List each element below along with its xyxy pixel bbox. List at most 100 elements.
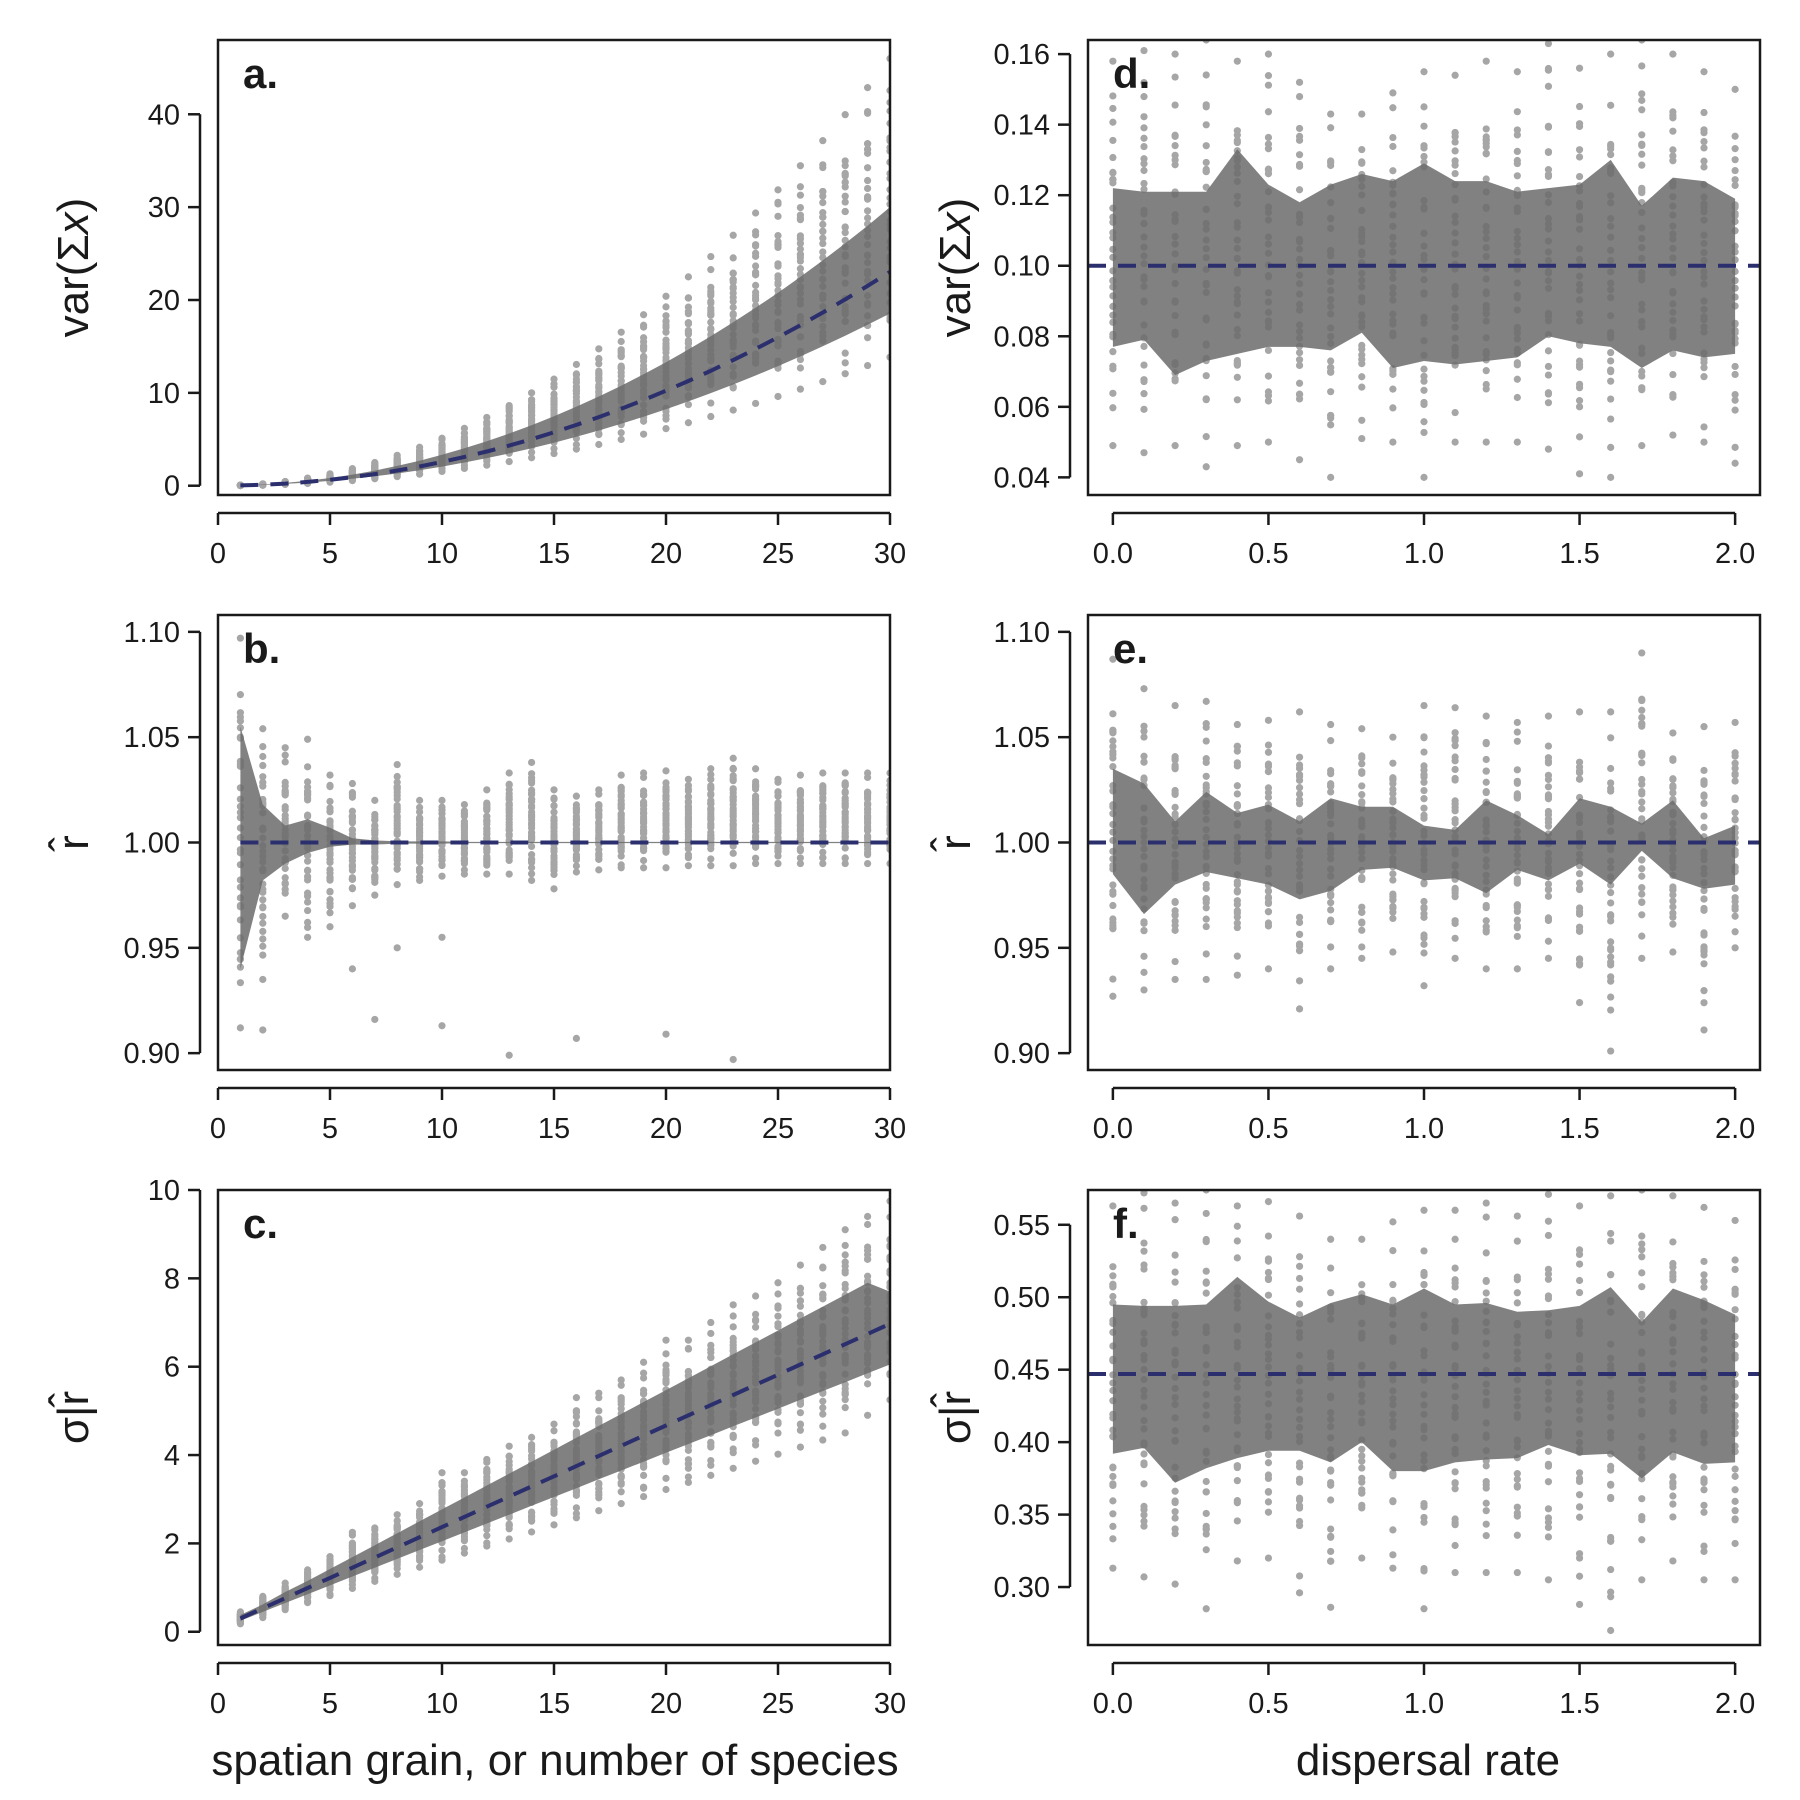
scatter-point <box>1544 445 1553 453</box>
scatter-point <box>1638 872 1646 880</box>
scatter-point <box>707 399 715 407</box>
scatter-point <box>528 876 536 885</box>
scatter-point <box>236 691 244 699</box>
scatter-point <box>572 1491 581 1499</box>
scatter-point <box>1544 148 1553 157</box>
scatter-point <box>707 855 715 863</box>
scatter-point <box>550 794 558 802</box>
scatter-point <box>1327 788 1335 796</box>
scatter-point <box>1607 348 1615 357</box>
scatter-point <box>1264 1554 1273 1562</box>
scatter-point <box>1202 784 1210 792</box>
x-tick-label: 1.0 <box>1404 538 1444 570</box>
x-tick-label: 25 <box>762 1113 794 1145</box>
scatter-point <box>864 140 872 148</box>
scatter-point <box>640 430 648 438</box>
scatter-point <box>348 857 356 865</box>
scatter-point <box>1389 914 1397 923</box>
scatter-point <box>1513 375 1521 383</box>
scatter-point <box>1327 1481 1335 1489</box>
scatter-point <box>393 854 401 862</box>
scatter-point <box>1140 1511 1148 1519</box>
scatter-point <box>1109 710 1117 718</box>
scatter-point <box>1202 1267 1210 1275</box>
scatter-point <box>1171 926 1179 934</box>
scatter-point <box>1389 133 1397 142</box>
scatter-point <box>1140 124 1148 132</box>
scatter-point <box>1358 799 1366 807</box>
scatter-point <box>662 303 670 311</box>
scatter-point <box>393 791 401 799</box>
scatter-point <box>550 444 558 453</box>
scatter-point <box>1482 57 1490 65</box>
scatter-point <box>684 785 693 793</box>
scatter-point <box>259 912 267 921</box>
scatter-point <box>1700 823 1708 831</box>
scatter-point <box>617 347 625 355</box>
scatter-point <box>1700 895 1708 903</box>
scatter-point <box>1264 72 1273 80</box>
scatter-point <box>1358 1445 1366 1453</box>
scatter-point <box>841 1384 849 1393</box>
scatter-point <box>796 1426 805 1434</box>
scatter-point <box>1327 1603 1335 1611</box>
x-tick-label: 30 <box>874 538 906 570</box>
scatter-point <box>1264 388 1273 396</box>
scatter-point <box>819 163 827 172</box>
scatter-point <box>729 1301 737 1309</box>
scatter-point <box>1575 927 1584 935</box>
band-b <box>240 726 890 969</box>
scatter-point <box>1544 40 1553 48</box>
y-axis-title-part: var(Σ <box>49 234 98 337</box>
scatter-point <box>1140 46 1148 55</box>
scatter-point <box>1638 722 1646 730</box>
y-tick-label: 30 <box>148 192 180 224</box>
scatter-point <box>1264 372 1273 380</box>
plot-area-e <box>1088 649 1760 1055</box>
x-tick-label: 15 <box>538 1113 570 1145</box>
scatter-point <box>348 1528 356 1536</box>
scatter-point <box>528 842 536 851</box>
scatter-point <box>1140 733 1148 741</box>
scatter-point <box>1295 930 1304 939</box>
scatter-point <box>1327 737 1335 745</box>
scatter-point <box>819 378 827 386</box>
scatter-point <box>1295 78 1304 86</box>
scatter-point <box>1513 924 1521 932</box>
scatter-point <box>1700 780 1708 788</box>
scatter-point <box>416 1500 424 1508</box>
scatter-point <box>438 1488 446 1496</box>
scatter-point <box>1140 78 1148 87</box>
scatter-point <box>1420 934 1428 942</box>
y-tick-label: 2 <box>164 1528 180 1560</box>
scatter-point <box>1327 1289 1335 1297</box>
scatter-point <box>550 383 558 391</box>
scatter-point <box>1731 85 1739 93</box>
scatter-point <box>304 778 312 786</box>
scatter-point <box>1669 756 1677 764</box>
scatter-point <box>528 779 536 787</box>
scatter-point <box>1420 386 1428 394</box>
scatter-point <box>707 297 715 305</box>
scatter-point <box>1295 977 1304 985</box>
scatter-point <box>684 401 693 409</box>
scatter-point <box>348 807 356 815</box>
scatter-point <box>1140 1204 1148 1212</box>
scatter-point <box>1420 910 1428 918</box>
scatter-point <box>1233 802 1241 810</box>
scatter-point <box>1140 93 1148 101</box>
scatter-point <box>1482 367 1490 375</box>
scatter-point <box>819 1422 827 1430</box>
scatter-point <box>1731 166 1739 175</box>
scatter-point <box>841 229 849 237</box>
scatter-point <box>1202 922 1210 931</box>
y-axis-title-part: var(Σ <box>931 234 980 337</box>
scatter-point <box>1233 742 1241 750</box>
scatter-point <box>1109 404 1117 412</box>
scatter-point <box>1420 795 1428 803</box>
scatter-point <box>1171 1251 1179 1259</box>
scatter-point <box>304 873 312 881</box>
scatter-point <box>1295 796 1304 804</box>
scatter-point <box>1451 133 1459 141</box>
scatter-point <box>796 265 805 273</box>
